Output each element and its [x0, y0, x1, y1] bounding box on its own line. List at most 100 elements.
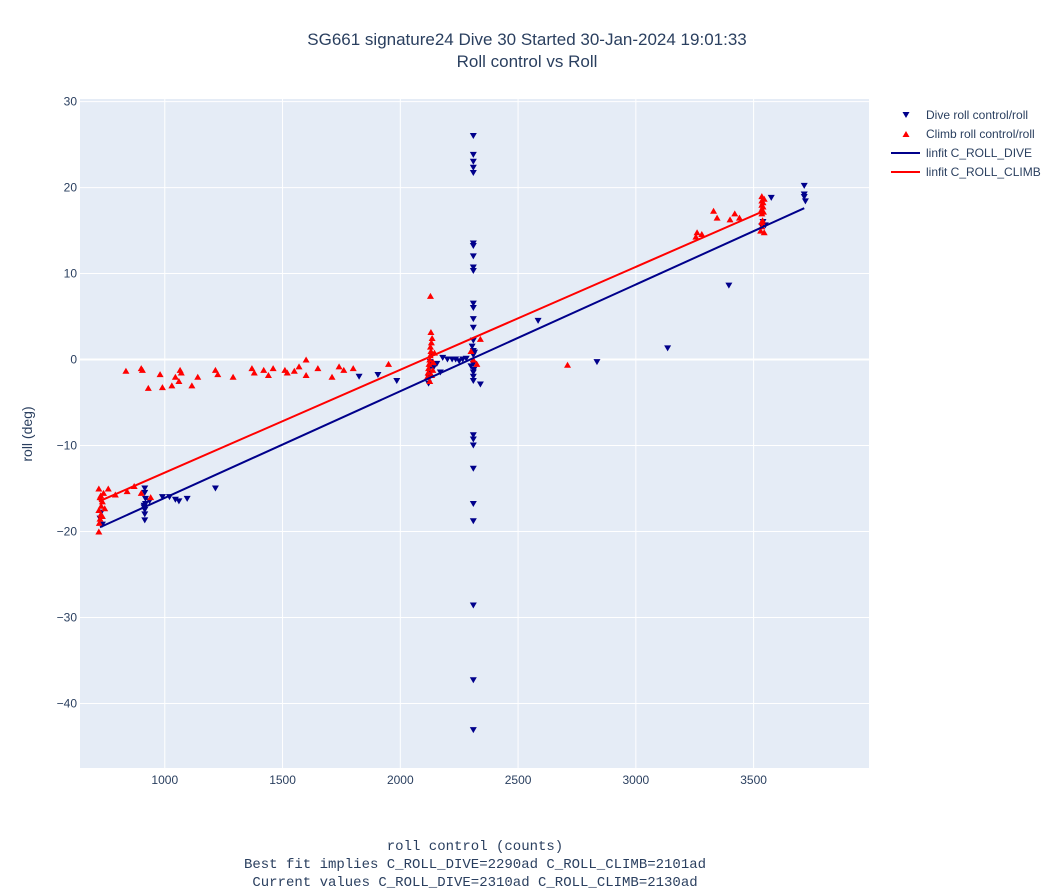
dive-point [211, 485, 219, 492]
legend-label-climb-fit: linfit C_ROLL_CLIMB [926, 165, 1041, 179]
dive-point [141, 495, 149, 502]
climb-point [250, 369, 258, 376]
dive-point [469, 602, 477, 609]
climb-point [427, 339, 435, 346]
dive-point [469, 264, 477, 271]
climb-point [302, 372, 310, 379]
dive-point [469, 378, 477, 385]
y-tick-labels: 30 20 10 0 −10 −20 −30 −40 [57, 95, 78, 711]
dive-point [469, 164, 477, 171]
dive-point [141, 501, 149, 508]
climb-point [467, 347, 475, 354]
dive-point [469, 677, 477, 684]
dive-point [767, 194, 775, 201]
dive-point [476, 381, 484, 388]
y-tick-label: −40 [57, 697, 78, 711]
climb-point [95, 507, 103, 514]
dive-point [664, 345, 672, 352]
climb-point [95, 519, 103, 526]
dive-point [469, 432, 477, 439]
dive-point [469, 132, 477, 139]
dive-point [469, 373, 477, 380]
climb-point [95, 528, 103, 535]
climb-point [314, 365, 322, 372]
climb-point [757, 227, 765, 234]
current-values-note: Current values C_ROLL_DIVE=2310ad C_ROLL… [252, 875, 697, 891]
legend: Dive roll control/roll Climb roll contro… [891, 108, 1041, 179]
legend-item-climb-fit[interactable]: linfit C_ROLL_CLIMB [891, 165, 1041, 179]
x-tick-label: 1500 [269, 773, 296, 787]
dive-point [141, 511, 149, 518]
climb-point [760, 229, 768, 236]
climb-point [710, 207, 718, 214]
climb-point [260, 366, 268, 373]
climb-point [211, 366, 219, 373]
x-tick-label: 2500 [505, 773, 532, 787]
dive-point [469, 316, 477, 323]
climb-point [98, 498, 106, 505]
dive-point [183, 495, 191, 502]
legend-item-climb-markers[interactable]: Climb roll control/roll [902, 127, 1035, 141]
x-tick-label: 1000 [151, 773, 178, 787]
best-fit-note: Best fit implies C_ROLL_DIVE=2290ad C_RO… [244, 857, 706, 873]
climb-point [426, 343, 434, 350]
climb-point [328, 373, 336, 380]
dive-point [469, 727, 477, 734]
dive-point [452, 356, 460, 363]
climb-point [98, 513, 106, 520]
dive-point [470, 366, 478, 373]
dive-point [455, 358, 463, 365]
dive-point [393, 378, 401, 385]
dive-point [355, 373, 363, 380]
dive-point [469, 369, 477, 376]
climb-point [335, 363, 343, 370]
x-tick-label: 3000 [622, 773, 649, 787]
climb-point [469, 356, 477, 363]
legend-item-dive-markers[interactable]: Dive roll control/roll [902, 108, 1029, 122]
climb-point [425, 360, 433, 367]
climb-point [137, 489, 145, 496]
dive-point [469, 518, 477, 525]
climb-point [424, 369, 432, 376]
climb-point [229, 373, 237, 380]
climb-point [101, 505, 109, 512]
dive-point [469, 324, 477, 331]
climb-point [97, 502, 105, 509]
dive-point [175, 498, 183, 505]
climb-point [564, 361, 572, 368]
climb-point [264, 372, 272, 379]
dive-point [141, 517, 149, 524]
climb-point [194, 373, 202, 380]
climb-point [735, 214, 743, 221]
climb-point [731, 210, 739, 217]
chart-title: SG661 signature24 Dive 30 Started 30-Jan… [307, 30, 746, 49]
climb-point [214, 371, 222, 378]
climb-point [144, 384, 152, 391]
climb-point [248, 365, 256, 372]
dive-point [593, 359, 601, 366]
legend-label-dive-markers: Dive roll control/roll [926, 108, 1028, 122]
dive-point [801, 198, 809, 205]
dive-point [469, 158, 477, 165]
dive-point [469, 465, 477, 472]
dive-point [439, 354, 447, 361]
climb-point [97, 492, 105, 499]
climb-point [295, 363, 303, 370]
x-tick-label: 2000 [387, 773, 414, 787]
legend-item-dive-fit[interactable]: linfit C_ROLL_DIVE [891, 146, 1032, 160]
climb-point [426, 378, 434, 385]
dive-point [469, 501, 477, 508]
dive-point [469, 442, 477, 449]
climb-point [713, 214, 721, 221]
dive-point [800, 182, 808, 189]
climb-point [290, 367, 298, 374]
dive-point [171, 496, 179, 503]
x-tick-labels: 1000 1500 2000 2500 3000 3500 [151, 773, 767, 787]
y-tick-label: 30 [64, 95, 78, 109]
dive-point [467, 363, 475, 370]
y-tick-label: −30 [57, 611, 78, 625]
climb-point [427, 329, 435, 336]
dive-point [469, 267, 477, 274]
dive-point [469, 300, 477, 307]
